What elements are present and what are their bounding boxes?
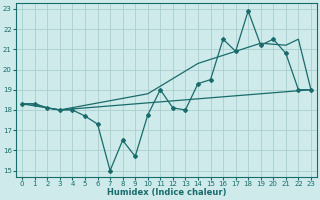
X-axis label: Humidex (Indice chaleur): Humidex (Indice chaleur) bbox=[107, 188, 226, 197]
